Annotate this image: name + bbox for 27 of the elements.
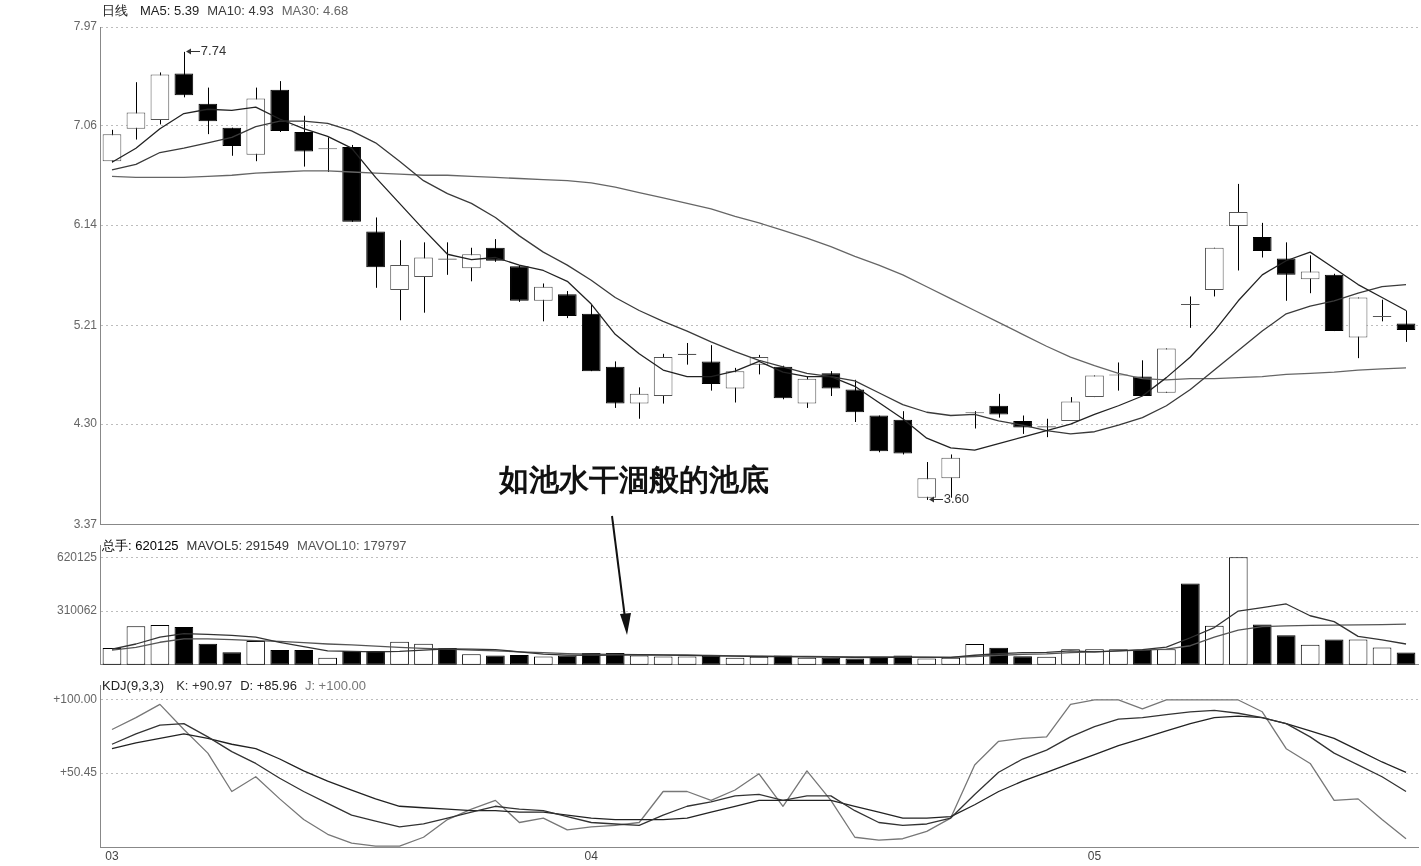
text: K: +90.97	[176, 677, 233, 693]
annotation: 3.60	[943, 491, 970, 507]
y-tick-label: 7.06	[73, 117, 98, 132]
text: MA10: 4.93	[207, 2, 274, 18]
x-tick-label: 05	[1087, 849, 1102, 864]
text: MAVOL10: 179797	[296, 537, 407, 553]
x-tick-label: 03	[105, 849, 119, 864]
y-tick-label: 620125	[56, 549, 98, 564]
chart-title: 日线	[102, 2, 128, 18]
y-tick-label: +100.00	[53, 692, 98, 707]
text: MA5: 5.39	[140, 2, 200, 18]
chart-title: KDJ(9,3,3)	[102, 677, 165, 693]
x-tick-label: 04	[584, 849, 599, 864]
annotation: 如池水干涸般的池底	[497, 461, 769, 497]
text: 总手: 620125	[101, 537, 179, 553]
text: D: +85.96	[240, 677, 297, 693]
text: J: +100.00	[304, 677, 366, 693]
y-tick-label: 3.37	[73, 517, 98, 532]
y-tick-label: 6.14	[73, 217, 98, 232]
annotation: 7.74	[200, 43, 227, 59]
y-tick-label: 7.97	[73, 19, 98, 34]
y-tick-label: 310062	[56, 603, 98, 618]
y-tick-label: 4.30	[73, 416, 98, 431]
y-tick-label: +50.45	[59, 765, 98, 780]
y-tick-label: 5.21	[73, 317, 98, 332]
text: MA30: 4.68	[281, 2, 349, 18]
text: MAVOL5: 291549	[186, 537, 289, 553]
